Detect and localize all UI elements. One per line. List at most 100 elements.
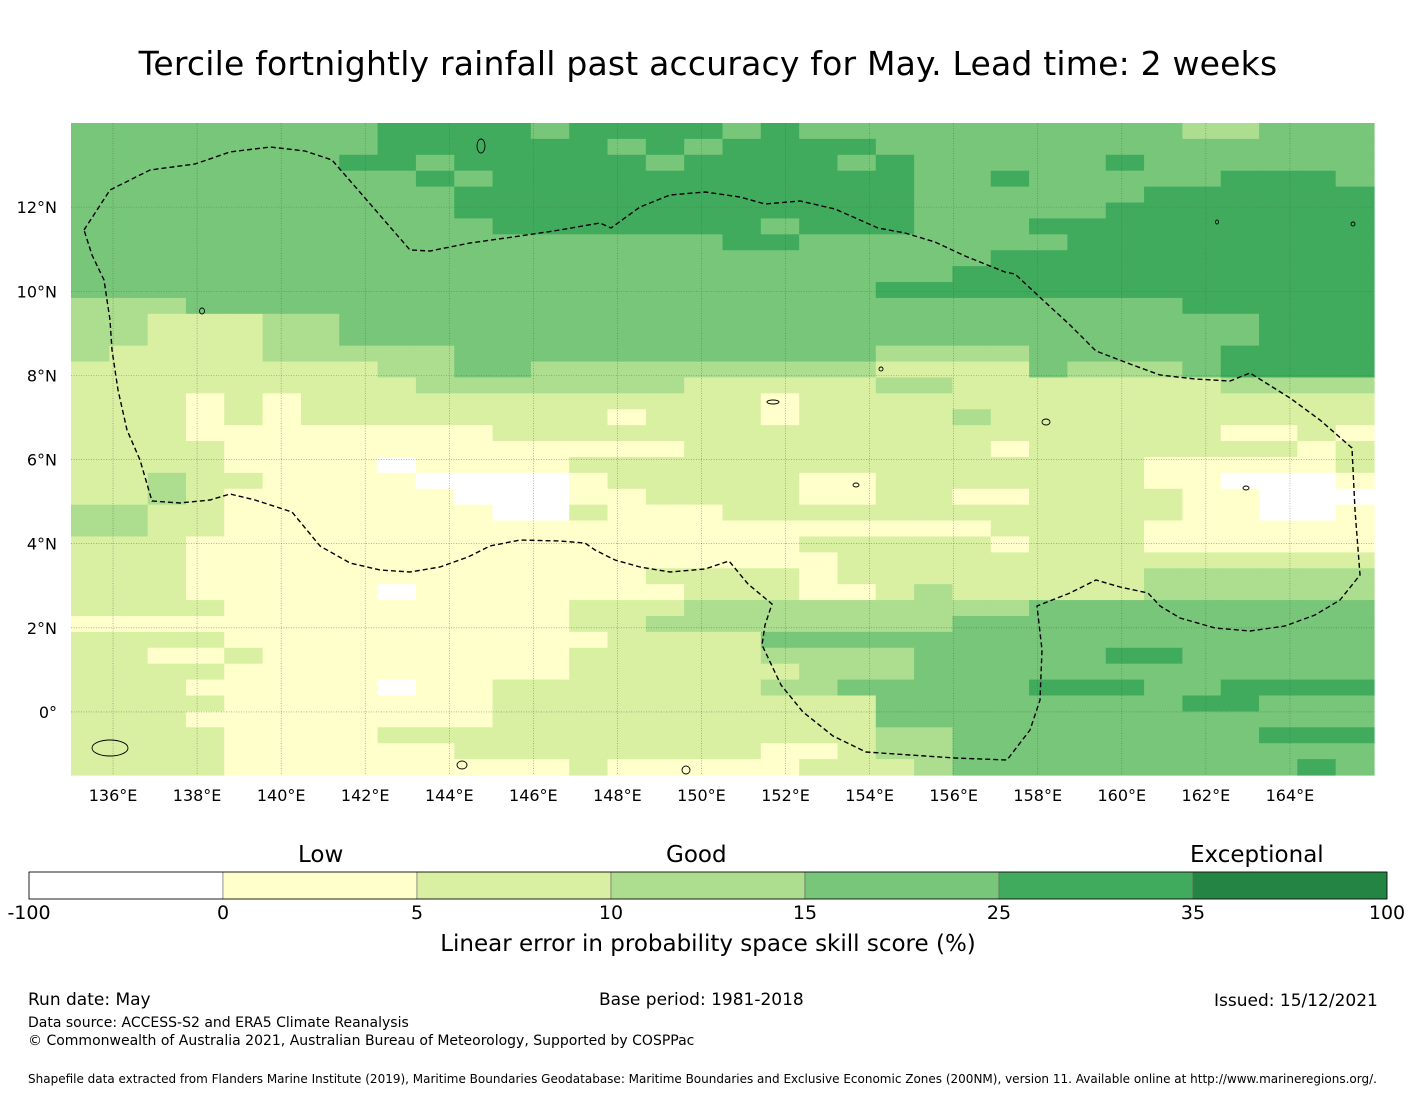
grid-cell: [1259, 568, 1298, 585]
grid-cell: [492, 186, 532, 204]
grid-cell: [569, 711, 609, 728]
grid-cell: [569, 202, 609, 220]
grid-cell: [799, 615, 839, 633]
grid-cell: [990, 631, 1030, 649]
grid-cell: [569, 536, 609, 553]
grid-cell: [760, 679, 800, 697]
grid-cell: [1259, 250, 1298, 267]
grid-cell: [760, 743, 800, 760]
grid-cell: [109, 186, 149, 204]
grid-cell: [1105, 759, 1145, 776]
colorbar-tick: -100: [7, 902, 51, 924]
grid-cell: [339, 600, 379, 617]
grid-cell: [914, 202, 954, 220]
grid-cell: [1297, 297, 1337, 315]
grid-cell: [569, 743, 609, 760]
grid-cell: [799, 266, 839, 283]
grid-cell: [875, 568, 915, 585]
grid-cell: [1335, 425, 1375, 442]
grid-cell: [837, 123, 877, 140]
grid-cell: [109, 329, 149, 347]
grid-cell: [1297, 393, 1337, 410]
grid-cell: [262, 425, 302, 442]
grid-cell: [377, 584, 417, 601]
grid-cell: [1182, 297, 1222, 315]
grid-cell: [262, 170, 302, 188]
grid-cell: [492, 441, 532, 458]
grid-cell: [71, 663, 110, 681]
grid-cell: [1029, 409, 1069, 426]
grid-cell: [799, 568, 839, 585]
grid-cell: [300, 282, 340, 299]
grid-cell: [1144, 663, 1183, 681]
grid-cell: [185, 123, 225, 140]
grid-cell: [377, 345, 417, 363]
grid-cell: [1297, 520, 1337, 538]
grid-cell: [1220, 472, 1260, 490]
grid-cell: [454, 409, 494, 426]
grid-cell: [1182, 425, 1222, 442]
grid-cell: [185, 759, 225, 776]
grid-cell: [1335, 631, 1375, 649]
grid-cell: [185, 711, 225, 728]
island-outline: [1041, 418, 1051, 426]
grid-cell: [990, 377, 1030, 394]
grid-cell: [224, 584, 264, 601]
grid-cell: [1029, 138, 1069, 156]
grid-cell: [1067, 329, 1107, 347]
grid-cell: [415, 504, 455, 522]
grid-cell: [1105, 123, 1145, 140]
grid-cell: [645, 488, 685, 506]
grid-cell: [454, 631, 494, 649]
grid-cell: [607, 615, 647, 633]
grid-cell: [1335, 297, 1375, 315]
grid-cell: [1029, 743, 1069, 760]
grid-cell: [300, 138, 340, 156]
grid-cell: [684, 297, 724, 315]
grid-cell: [185, 266, 225, 283]
grid-cell: [377, 679, 417, 697]
grid-cell: [952, 647, 992, 665]
grid-cell: [71, 154, 110, 172]
grid-cell: [147, 647, 187, 665]
grid-cell: [875, 456, 915, 474]
grid-cell: [300, 615, 340, 633]
grid-cell: [1067, 663, 1107, 681]
grid-cell: [952, 552, 992, 569]
grid-cell: [914, 520, 954, 538]
grid-cell: [147, 504, 187, 522]
grid-cell: [1067, 202, 1107, 220]
grid-cell: [914, 345, 954, 363]
grid-cell: [109, 759, 149, 776]
grid-cell: [1144, 711, 1183, 728]
grid-cell: [185, 425, 225, 442]
grid-cell: [1182, 663, 1222, 681]
grid-cell: [1144, 297, 1183, 315]
grid-cell: [1144, 393, 1183, 410]
latitude-labels: 12°N 10°N 8°N 6°N 4°N 2°N 0°: [17, 198, 57, 722]
grid-cell: [875, 536, 915, 553]
grid-cell: [492, 488, 532, 506]
grid-cell: [530, 663, 570, 681]
grid-cell: [837, 488, 877, 506]
grid-cell: [262, 393, 302, 410]
grid-cell: [799, 536, 839, 553]
grid-cell: [185, 377, 225, 394]
grid-cell: [569, 234, 609, 251]
grid-cell: [952, 488, 992, 506]
grid-cell: [837, 250, 877, 267]
grid-cell: [722, 154, 762, 172]
grid-cell: [645, 504, 685, 522]
grid-cell: [1259, 186, 1298, 204]
grid-cell: [530, 123, 570, 140]
grid-cell: [569, 409, 609, 426]
grid-cell: [109, 520, 149, 538]
grid-cell: [684, 123, 724, 140]
grid-cell: [492, 361, 532, 379]
grid-cell: [1335, 695, 1375, 712]
grid-cell: [1335, 488, 1375, 506]
grid-cell: [224, 154, 264, 172]
grid-cell: [837, 679, 877, 697]
grid-cell: [837, 154, 877, 172]
grid-cell: [71, 297, 110, 315]
